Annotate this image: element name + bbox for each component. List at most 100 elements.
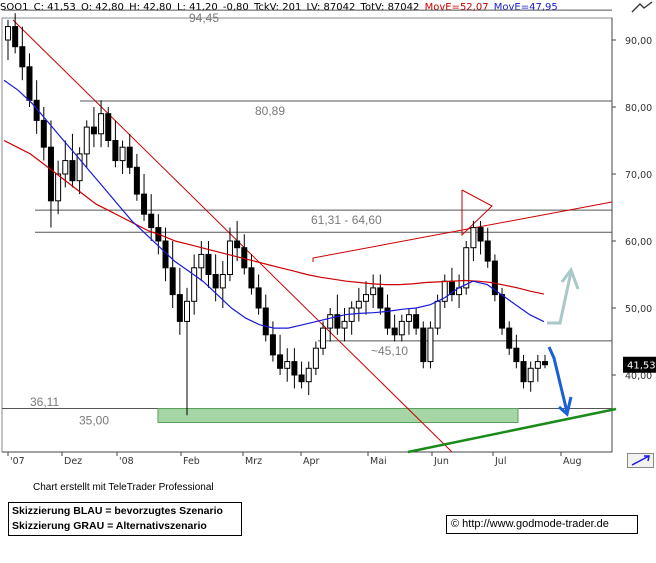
candle	[148, 194, 155, 241]
moving-average-red	[3, 139, 545, 295]
candle-body	[470, 227, 477, 249]
y-tick-label: 80,00	[625, 103, 652, 114]
candle	[169, 241, 176, 308]
candle-body	[262, 307, 269, 336]
candle-body	[19, 46, 26, 68]
candle-body	[141, 193, 148, 215]
candle	[334, 294, 341, 335]
candle-body	[198, 253, 205, 269]
support-zone	[157, 408, 519, 423]
candle	[506, 321, 513, 355]
candle	[405, 308, 412, 335]
candle	[126, 133, 133, 174]
x-tick-label: Aug	[563, 456, 582, 467]
candle-body	[33, 99, 40, 121]
candle-body	[169, 267, 176, 296]
candle-body	[148, 213, 155, 229]
candle	[534, 354, 541, 382]
candle	[491, 254, 498, 302]
chart-credit: Chart erstellt mit TeleTrader Profession…	[33, 482, 214, 493]
chart-menu-button[interactable]	[630, 1, 654, 15]
low-value: L: 41,20	[176, 2, 218, 13]
ticker-symbol: SOO1	[0, 2, 29, 13]
candle-body	[191, 267, 198, 302]
candle	[298, 361, 305, 389]
candle	[191, 254, 198, 315]
uptrend-line	[407, 407, 617, 454]
candle	[47, 120, 54, 228]
source-link[interactable]: © http://www.godmode-trader.de	[446, 515, 638, 534]
level-label: 35,00	[79, 414, 109, 428]
candle-body	[434, 300, 441, 329]
candle	[291, 348, 298, 389]
candle	[398, 314, 405, 342]
candle-body	[534, 361, 541, 369]
level-label: ~45,10	[371, 344, 408, 358]
x-tick-label: Apr	[303, 456, 320, 467]
candle	[284, 348, 291, 382]
scroll-right-button[interactable]	[627, 453, 654, 468]
price-chart[interactable]: 90,00 80,00 70,00 60,00 50,00 40,00 '07 Dez '08 F…	[0, 0, 656, 480]
candle-body	[47, 146, 54, 202]
candle	[234, 220, 241, 262]
y-tick-label: 70,00	[625, 170, 652, 181]
x-tick-label: '07	[10, 456, 25, 467]
candle	[262, 294, 269, 342]
downtrend-line	[12, 19, 453, 453]
candle	[355, 287, 362, 322]
candle	[477, 220, 484, 255]
candle-body	[76, 153, 83, 182]
candle-body	[355, 300, 362, 309]
level-label: 36,11	[30, 395, 59, 409]
candle-body	[176, 294, 183, 322]
candle-body	[513, 347, 520, 363]
candle	[377, 274, 384, 315]
moving-average-blue	[3, 79, 545, 329]
x-tick-label: Mrz	[245, 456, 262, 467]
candle	[55, 160, 62, 215]
candle-body	[484, 240, 491, 262]
candle	[176, 267, 183, 335]
x-tick-label: Dez	[64, 456, 82, 467]
candle-body	[520, 361, 527, 383]
candle	[463, 241, 470, 295]
candle-body	[126, 146, 133, 168]
candle	[305, 361, 312, 396]
change-value: -0,80	[222, 2, 249, 13]
candle-body	[269, 334, 276, 356]
quote-header: SOO1 C: 41,53 O: 42,80 H: 42,80 L: 41,20…	[0, 0, 612, 18]
candle-body	[62, 160, 69, 175]
close-value: C: 41,53	[33, 2, 76, 13]
candle-body	[542, 361, 548, 366]
candle	[413, 308, 420, 335]
candle	[205, 241, 212, 288]
candle	[277, 334, 284, 375]
candle-body	[12, 26, 19, 48]
x-tick-label: '08	[119, 456, 134, 467]
candle-body	[40, 119, 47, 148]
candle-body	[312, 347, 319, 369]
candle	[83, 120, 90, 168]
candle-body	[391, 327, 398, 336]
candle-body	[463, 247, 470, 289]
candle	[513, 334, 520, 369]
candle-body	[491, 260, 498, 296]
candle-body	[277, 354, 284, 369]
candle-body	[420, 327, 427, 363]
high-value: H: 42,80	[129, 2, 172, 13]
candle	[5, 19, 11, 61]
candle	[248, 254, 255, 295]
plot-frame	[1, 17, 613, 453]
candle-body	[327, 314, 334, 329]
last-price-label: 41,53	[627, 361, 656, 372]
x-tick-label: Jun	[433, 456, 449, 467]
open-value: O: 42,80	[81, 2, 124, 13]
candle-body	[499, 294, 506, 329]
candle	[133, 153, 140, 201]
x-tick-label: Feb	[183, 456, 200, 467]
candle-body	[413, 314, 420, 329]
scenario-blue-arrowhead	[558, 396, 573, 417]
y-tick-label: 40,00	[625, 371, 652, 382]
candle-body	[506, 327, 513, 349]
x-tick-label: Mai	[370, 456, 387, 467]
